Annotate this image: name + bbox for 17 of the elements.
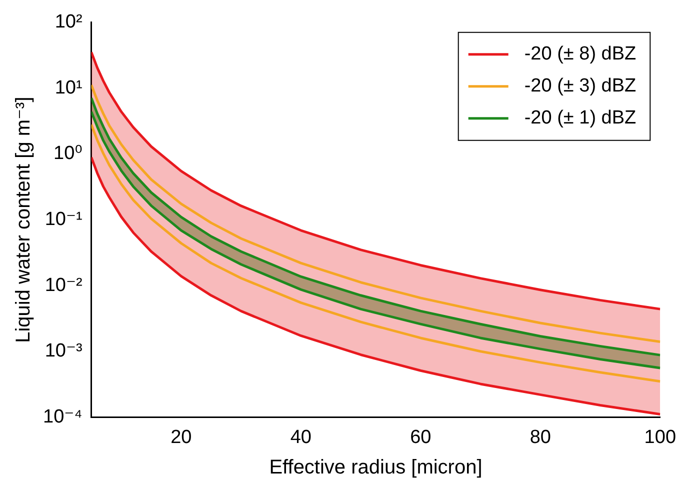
x-axis-title: Effective radius [micron]: [269, 456, 482, 479]
y-tick-label: 10⁰: [54, 143, 82, 164]
y-tick-label: 10⁻²: [44, 274, 82, 296]
y-tick-label: 10⁻³: [44, 340, 82, 362]
y-tick-label: 10¹: [54, 77, 82, 98]
legend-label: -20 (± 1) dBZ: [524, 108, 637, 129]
x-tick-label: 80: [530, 426, 551, 448]
x-tick-label: 40: [290, 426, 312, 448]
x-tick-label: 60: [410, 426, 432, 448]
y-tick-label: 10⁻⁴: [43, 406, 82, 428]
y-tick-label: 10²: [54, 12, 82, 33]
x-tick-label: 100: [644, 426, 676, 448]
x-tick-label: 20: [170, 426, 192, 448]
y-tick-label: 10⁻¹: [44, 209, 82, 230]
legend-label: -20 (± 8) dBZ: [524, 44, 637, 65]
y-axis-title: Liquid water content [g m⁻³]: [12, 96, 35, 343]
legend-label: -20 (± 3) dBZ: [524, 76, 637, 97]
